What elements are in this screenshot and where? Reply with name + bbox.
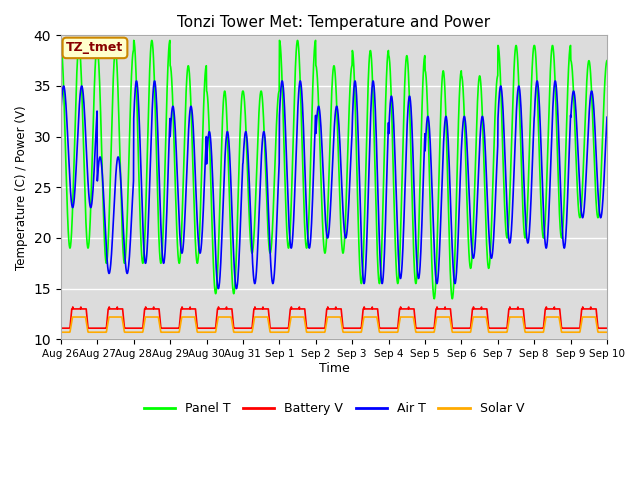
Battery V [209, 325, 217, 331]
Battery V [570, 325, 578, 331]
Text: TZ_tmet: TZ_tmet [67, 41, 124, 54]
Air T [209, 190, 217, 195]
Air T [296, 78, 304, 84]
Air T [350, 84, 358, 89]
Solar V [209, 329, 217, 335]
Line: Solar V: Solar V [61, 317, 607, 332]
Panel T [130, 37, 138, 43]
Battery V [555, 306, 563, 312]
Solar V [555, 314, 563, 320]
Solar V [57, 329, 65, 335]
Battery V [350, 325, 358, 331]
Line: Panel T: Panel T [61, 40, 607, 299]
Line: Air T: Air T [61, 81, 607, 288]
X-axis label: Time: Time [319, 362, 349, 375]
Panel T [603, 58, 611, 63]
Solar V [362, 314, 369, 320]
Battery V [57, 325, 65, 331]
Panel T [362, 170, 369, 176]
Air T [232, 286, 240, 291]
Air T [57, 108, 65, 114]
Solar V [68, 314, 76, 320]
Panel T [493, 76, 501, 82]
Panel T [556, 205, 563, 211]
Air T [570, 91, 578, 96]
Solar V [350, 329, 358, 335]
Panel T [57, 43, 65, 48]
Y-axis label: Temperature (C) / Power (V): Temperature (C) / Power (V) [15, 105, 28, 270]
Panel T [431, 296, 438, 301]
Battery V [362, 306, 369, 312]
Line: Battery V: Battery V [61, 307, 607, 328]
Solar V [493, 329, 500, 335]
Air T [493, 159, 501, 165]
Legend: Panel T, Battery V, Air T, Solar V: Panel T, Battery V, Air T, Solar V [139, 397, 529, 420]
Panel T [350, 63, 358, 69]
Air T [362, 259, 370, 265]
Panel T [570, 110, 578, 116]
Air T [556, 146, 563, 152]
Battery V [603, 325, 611, 331]
Air T [603, 114, 611, 120]
Solar V [603, 329, 611, 335]
Solar V [570, 329, 578, 335]
Title: Tonzi Tower Met: Temperature and Power: Tonzi Tower Met: Temperature and Power [177, 15, 490, 30]
Panel T [209, 263, 217, 268]
Battery V [493, 325, 500, 331]
Battery V [69, 304, 77, 310]
